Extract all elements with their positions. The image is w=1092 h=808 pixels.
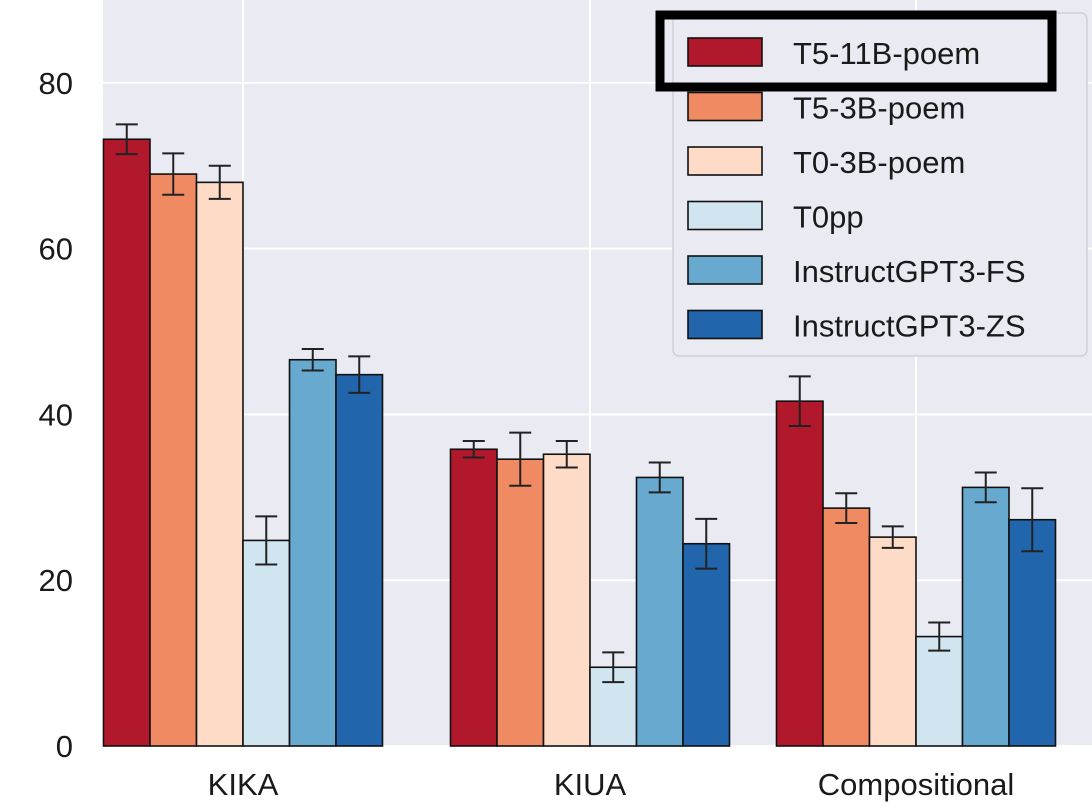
bar — [542, 453, 591, 747]
y-tick-label: 0 — [56, 729, 73, 764]
bar — [242, 539, 291, 747]
bar — [682, 542, 731, 747]
bar — [961, 486, 1010, 747]
legend-label: T0-3B-poem — [793, 145, 965, 180]
legend-label: T5-3B-poem — [793, 91, 965, 126]
bar — [195, 181, 244, 747]
bar — [775, 400, 824, 747]
legend-label: InstructGPT3-ZS — [793, 309, 1026, 344]
bar — [1008, 518, 1057, 747]
legend-label: T0pp — [793, 200, 864, 235]
bar — [149, 173, 198, 747]
legend-swatch — [687, 91, 763, 122]
y-tick-label: 40 — [39, 397, 73, 432]
y-tick-label: 60 — [39, 232, 73, 267]
bar — [102, 138, 151, 747]
bar — [496, 458, 545, 747]
x-tick-label: KIKA — [208, 767, 279, 802]
legend-swatch — [687, 309, 763, 340]
bar — [288, 358, 337, 747]
legend-swatch — [687, 200, 763, 231]
legend-swatch — [687, 146, 763, 176]
legend-swatch — [687, 37, 763, 67]
y-tick-label: 20 — [39, 563, 73, 598]
x-tick-label: Compositional — [818, 767, 1014, 802]
bar — [822, 507, 871, 747]
bar — [449, 448, 498, 747]
legend-highlight-box — [655, 10, 1057, 92]
legend-label: InstructGPT3-FS — [793, 254, 1026, 289]
bar — [868, 536, 917, 747]
y-tick-label: 80 — [39, 66, 73, 101]
legend-label: T5-11B-poem — [793, 36, 980, 71]
bar — [915, 635, 964, 747]
bar — [635, 476, 684, 747]
legend-swatch — [687, 255, 763, 285]
bar — [335, 373, 384, 747]
x-tick-label: KIUA — [554, 767, 627, 802]
